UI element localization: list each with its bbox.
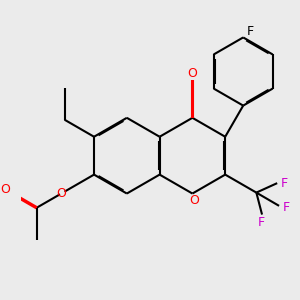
Text: O: O (188, 67, 197, 80)
Text: O: O (0, 182, 10, 196)
Text: F: F (280, 177, 288, 190)
Text: O: O (189, 194, 199, 207)
Text: F: F (258, 216, 265, 229)
Text: F: F (282, 201, 290, 214)
Text: F: F (246, 25, 254, 38)
Text: O: O (57, 187, 66, 200)
